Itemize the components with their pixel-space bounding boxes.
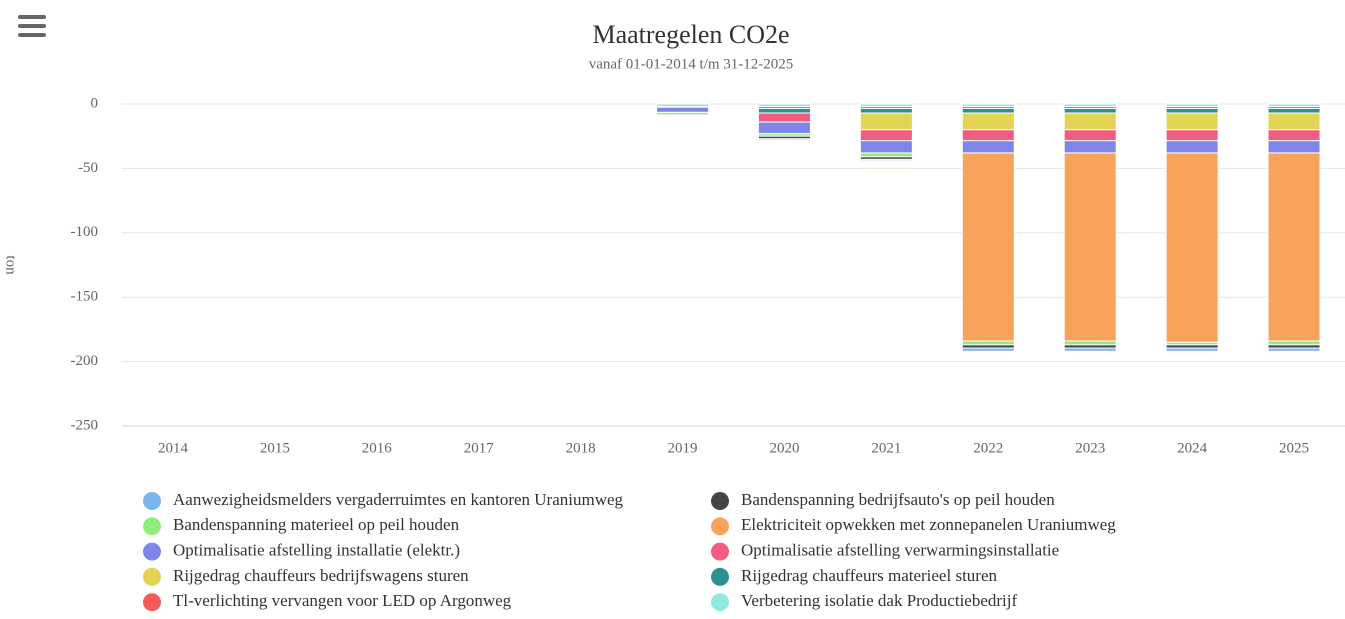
bar-segment [1165,129,1219,142]
bar-segment [757,138,811,141]
legend-label: Tl-verlichting vervangen voor LED op Arg… [173,591,512,610]
bar-segment [859,112,913,131]
bar-segment [961,347,1015,352]
bar-segment [1267,340,1321,346]
bar-segment [859,158,913,162]
x-tick-label: 2017 [464,440,495,456]
x-tick-label: 2016 [362,440,393,456]
legend-label: Aanwezigheidsmelders vergaderruimtes en … [173,490,624,509]
legend-marker [711,567,729,586]
bar-segment [1063,347,1117,352]
x-tick-label: 2021 [871,440,901,456]
menu-bar [18,15,46,19]
legend-marker [143,542,161,561]
menu-bar [18,24,46,28]
legend-label: Elektriciteit opwekken met zonnepanelen … [741,515,1116,534]
bar-segment [961,340,1015,346]
x-tick-label: 2022 [973,440,1003,456]
legend-marker [711,593,729,612]
menu-bar [18,33,46,37]
bar-segment [859,129,913,142]
legend-label: Rijgedrag chauffeurs bedrijfswagens stur… [173,566,469,585]
y-tick-label: -100 [71,224,99,240]
x-tick-label: 2023 [1075,440,1105,456]
legend-marker [143,517,161,536]
legend-marker [711,542,729,561]
bar-segment [859,140,913,154]
bar-segment [1165,112,1219,131]
y-axis-label: ton [3,255,19,275]
x-tick-label: 2018 [566,440,596,456]
y-tick-label: -50 [78,160,98,176]
y-tick-label: -200 [71,353,99,369]
bar-segment [757,121,811,135]
bar-segment [961,112,1015,131]
bar-segment [1267,112,1321,131]
bar-segment [1165,108,1219,114]
bar-segment [1267,140,1321,154]
bar-segment [1063,140,1117,154]
x-tick-label: 2024 [1177,440,1208,456]
menu-icon[interactable] [18,15,46,37]
legend-label: Optimalisatie afstelling installatie (el… [173,541,460,560]
x-tick-label: 2014 [158,440,189,456]
bar-segment [1267,108,1321,114]
x-tick-label: 2019 [668,440,698,456]
legend-label: Optimalisatie afstelling verwarmingsinst… [741,541,1059,560]
legend-marker [143,492,161,510]
legend-marker [711,517,729,536]
bar-segment [1267,347,1321,352]
legend-marker [143,567,161,586]
bar-segment [1165,140,1219,154]
bar-segment [1063,340,1117,346]
y-tick-label: -150 [71,289,99,305]
bar-segment [1063,108,1117,114]
legend-marker [711,492,729,510]
legend-marker [143,593,161,612]
chart-subtitle: vanaf 01-01-2014 t/m 31-12-2025 [589,56,794,72]
legend-label: Verbetering isolatie dak Productiebedrij… [741,591,1017,610]
bar-segment [1267,129,1321,142]
bar-segment [859,152,913,158]
y-tick-label: 0 [91,95,99,111]
x-tick-label: 2020 [769,440,799,456]
bar-segment [656,106,710,113]
bar-segment [1063,152,1117,342]
bar-segment [961,129,1015,142]
bar-segment [757,108,811,114]
legend-label: Bandenspanning materieel op peil houden [173,515,460,534]
bar-segment [1165,347,1219,352]
bar-segment [859,108,913,114]
bar-segment [961,152,1015,342]
bar-segment [961,108,1015,114]
bar-segment [1165,152,1219,343]
bar-segment [1063,112,1117,131]
chart-title: Maatregelen CO2e [592,20,789,49]
bar-segment [656,115,710,117]
bar-segment [757,112,811,123]
legend-label: Rijgedrag chauffeurs materieel sturen [741,566,997,585]
x-tick-label: 2015 [260,440,290,456]
y-tick-label: -250 [71,417,99,433]
bar-segment [1267,152,1321,342]
bar-segment [1063,129,1117,142]
bar-segment [961,140,1015,154]
legend-label: Bandenspanning bedrijfsauto's op peil ho… [741,490,1055,509]
x-tick-label: 2025 [1279,440,1309,456]
